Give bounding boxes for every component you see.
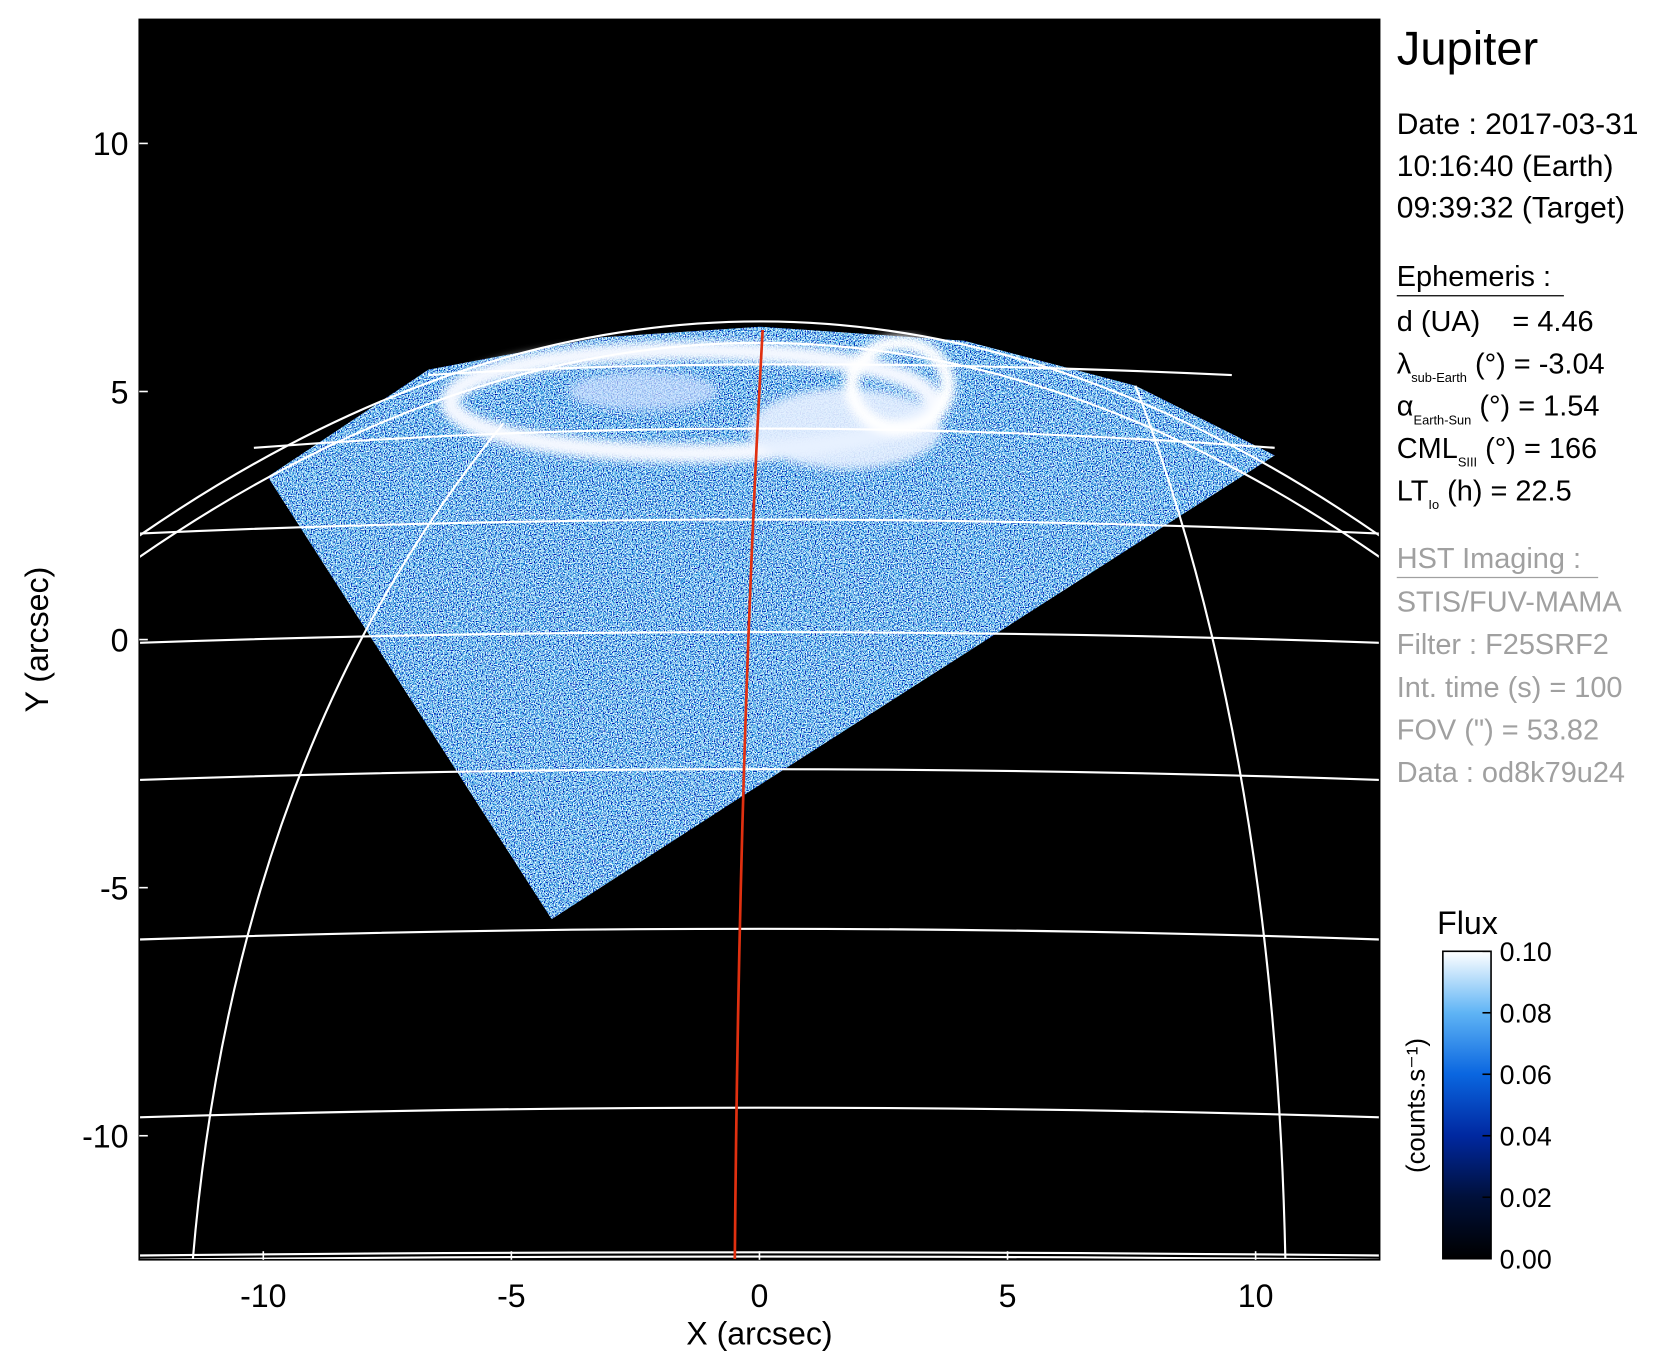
imaging-heading: HST Imaging : <box>1397 543 1581 575</box>
x-axis-label: X (arcsec) <box>686 1315 832 1351</box>
ephemeris-text: (°) = -3.04 <box>1467 348 1605 380</box>
y-tick-label: -5 <box>100 870 129 906</box>
ephemeris-text: (°) = 166 <box>1477 433 1597 465</box>
colorbar <box>1442 950 1492 1260</box>
colorbar-tick-label: 0.00 <box>1500 1244 1552 1274</box>
ephemeris-subscript: Earth-Sun <box>1414 412 1472 427</box>
colorbar-title: Flux <box>1437 905 1498 941</box>
title: Jupiter <box>1397 21 1538 74</box>
ephemeris-subscript: Io <box>1428 497 1439 512</box>
ephemeris-symbol: α <box>1397 391 1414 423</box>
date-line: 10:16:40 (Earth) <box>1397 150 1614 183</box>
ephemeris-subscript: sub-Earth <box>1411 370 1467 385</box>
ephemeris-line: αEarth-Sun (°) = 1.54 <box>1397 391 1600 428</box>
imaging-line: Filter : F25SRF2 <box>1397 629 1609 661</box>
imaging-line: FOV (") = 53.82 <box>1397 714 1599 746</box>
ephemeris-heading: Ephemeris : <box>1397 261 1551 293</box>
colorbar-tick-label: 0.08 <box>1500 998 1552 1028</box>
ephemeris-symbol: CML <box>1397 433 1458 465</box>
x-tick-label: -5 <box>497 1278 526 1314</box>
colorbar-tick-label: 0.02 <box>1500 1183 1552 1213</box>
ephemeris-line: λsub-Earth (°) = -3.04 <box>1397 348 1605 385</box>
ephemeris-subscript: SIII <box>1458 455 1477 470</box>
image-area <box>139 19 1380 1260</box>
imaging-line: STIS/FUV-MAMA <box>1397 587 1623 619</box>
x-tick-label: 5 <box>999 1278 1017 1314</box>
planet-grid <box>139 320 1380 1260</box>
y-tick-label: 5 <box>111 374 129 410</box>
y-axis-label: Y (arcsec) <box>19 567 55 713</box>
ephemeris-symbol: λ <box>1397 348 1412 380</box>
x-tick-label: 10 <box>1238 1278 1274 1314</box>
colorbar-tick-label: 0.10 <box>1500 937 1552 967</box>
ephemeris-text: (h) = 22.5 <box>1439 475 1572 507</box>
ephemeris-line: LTIo (h) = 22.5 <box>1397 475 1572 512</box>
y-tick-label: 0 <box>111 622 129 658</box>
date-line: Date : 2017-03-31 <box>1397 108 1639 141</box>
x-tick-label: 0 <box>751 1278 769 1314</box>
colorbar-label: (counts.s⁻¹) <box>1403 1038 1431 1173</box>
colorbar-tick-label: 0.06 <box>1500 1060 1552 1090</box>
date-line: 09:39:32 (Target) <box>1397 192 1625 225</box>
imaging-line: Data : od8k79u24 <box>1397 757 1625 789</box>
ephemeris-text: d (UA) = 4.46 <box>1397 306 1594 338</box>
ephemeris-line: CMLSIII (°) = 166 <box>1397 433 1597 470</box>
meridian <box>733 329 764 1260</box>
x-tick-label: -10 <box>240 1278 286 1314</box>
colorbar-tick-label: 0.04 <box>1500 1121 1552 1151</box>
aurora <box>440 335 956 470</box>
ephemeris-text: (°) = 1.54 <box>1471 391 1599 423</box>
y-tick-label: -10 <box>82 1119 128 1155</box>
ephemeris-line: d (UA) = 4.46 <box>1397 306 1594 338</box>
ephemeris-symbol: LT <box>1397 475 1429 507</box>
imaging-line: Int. time (s) = 100 <box>1397 672 1623 704</box>
y-tick-label: 10 <box>93 126 129 162</box>
